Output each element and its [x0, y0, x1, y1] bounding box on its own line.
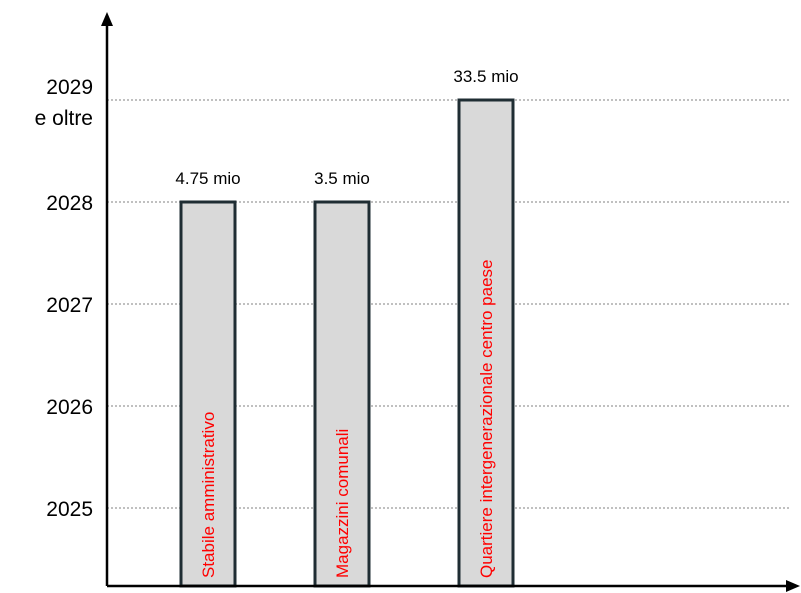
y-tick-label: 2026 [46, 396, 93, 419]
bar-category-label: Quartiere intergenerazionale centro paes… [477, 260, 496, 578]
bar [457, 98, 515, 588]
bars: 4.75 mio Stabile amministrativo 3.5 mio Mag… [175, 67, 519, 588]
y-axis-arrow-icon [101, 12, 113, 26]
bar-value-label: 33.5 mio [453, 67, 518, 86]
y-tick-label: 2028 [46, 192, 93, 215]
y-tick-label: 2029 [46, 76, 93, 99]
bar-value-label: 3.5 mio [314, 169, 370, 188]
x-axis-arrow-icon [786, 580, 800, 592]
y-tick-label: 2025 [46, 498, 93, 521]
y-tick-labels: 2025 2026 2027 2028 2029 e oltre [35, 76, 93, 521]
bar-category-label: Stabile amministrativo [199, 412, 218, 578]
bar [179, 200, 237, 588]
bar-value-label: 4.75 mio [175, 169, 240, 188]
axes [101, 12, 800, 592]
bar-category-label: Magazzini comunali [333, 429, 352, 578]
y-tick-label-line2: e oltre [35, 107, 93, 130]
y-tick-label: 2027 [46, 294, 93, 317]
